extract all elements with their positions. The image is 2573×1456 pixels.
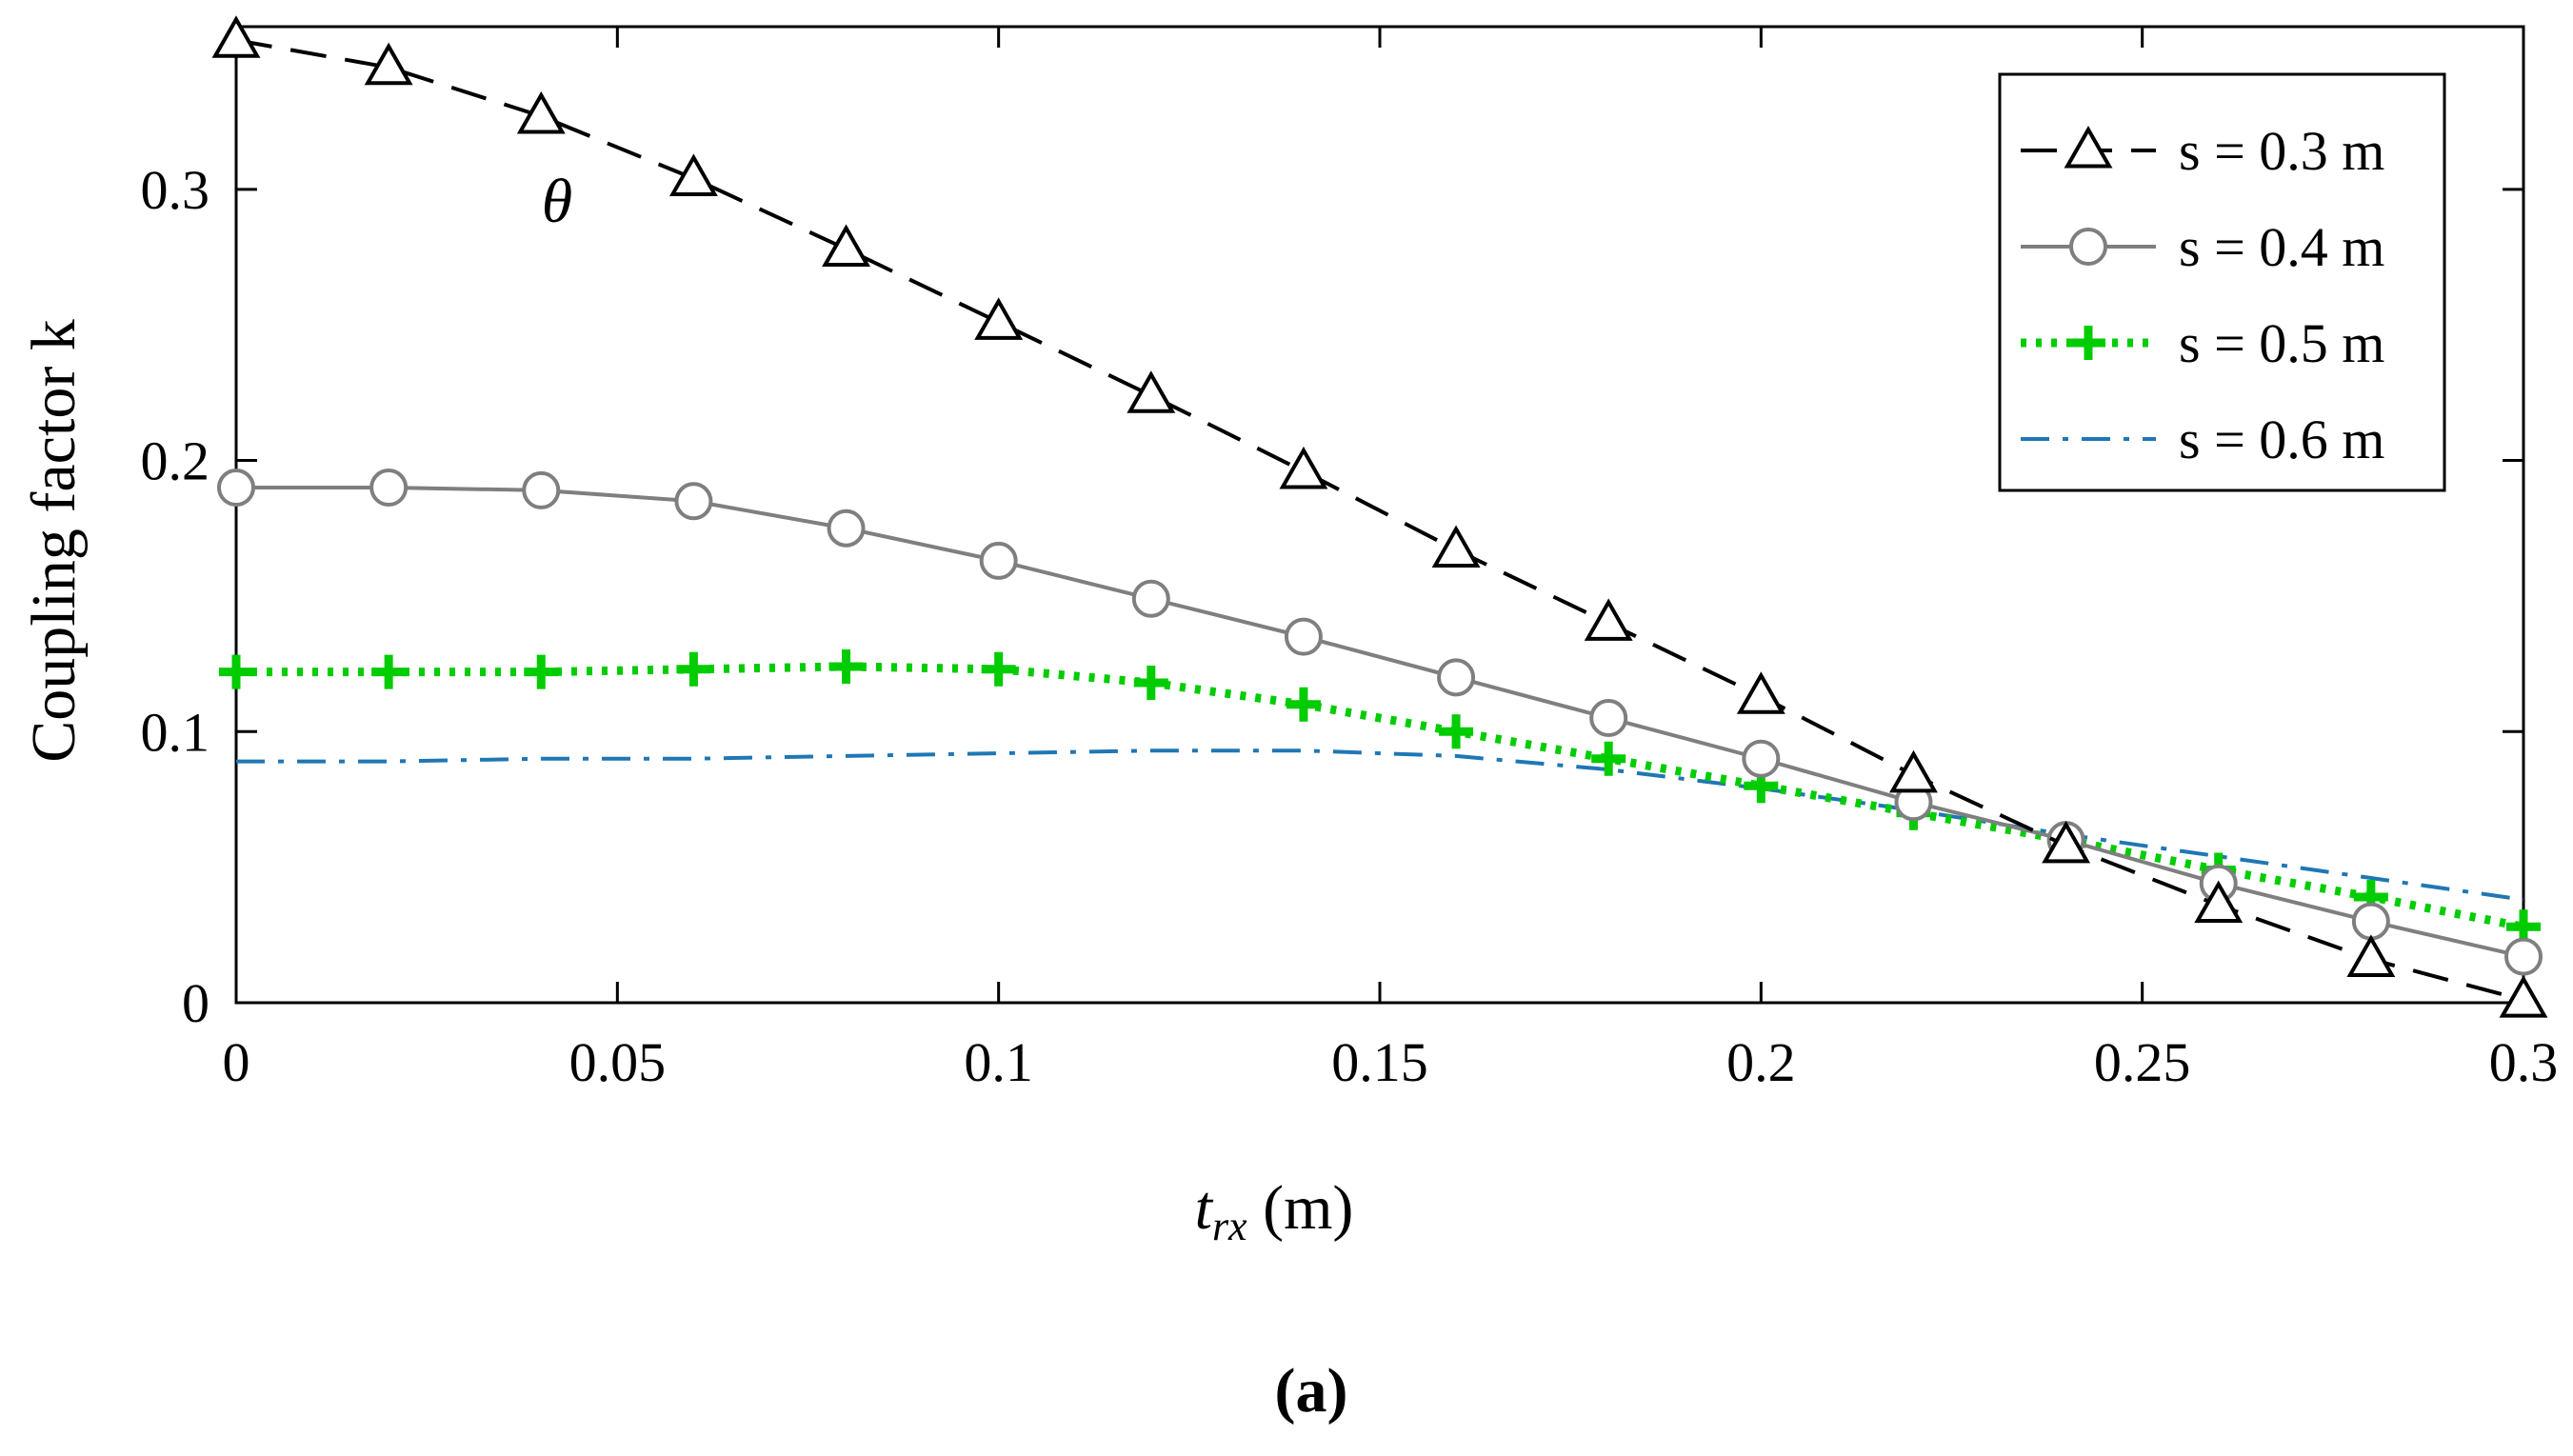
legend-entry: s = 0.5 m xyxy=(2021,312,2384,374)
data-point xyxy=(1439,714,1474,749)
x-tick-label: 0.3 xyxy=(2489,1031,2559,1093)
legend-label: s = 0.4 m xyxy=(2179,216,2384,278)
y-tick-label: 0 xyxy=(182,972,209,1034)
legend-marker xyxy=(2071,326,2105,360)
x-tick-label: 0 xyxy=(223,1031,250,1093)
data-point xyxy=(524,654,559,689)
data-point xyxy=(1589,699,1628,738)
data-point xyxy=(979,541,1018,580)
data-point xyxy=(674,482,713,521)
x-axis-title-main: t xyxy=(1195,1173,1214,1243)
x-axis-title-subscript: rx xyxy=(1212,1203,1247,1249)
y-tick-label: 0.1 xyxy=(141,701,210,763)
x-axis-title: trx (m) xyxy=(1195,1173,1354,1249)
data-point xyxy=(828,648,864,684)
series-4 xyxy=(236,748,2524,902)
data-point xyxy=(1127,370,1176,413)
data-point xyxy=(822,224,870,267)
theta-annotation: θ xyxy=(542,167,572,236)
x-tick-label: 0.1 xyxy=(964,1031,1033,1093)
legend-label: s = 0.6 m xyxy=(2179,409,2384,470)
data-point xyxy=(369,469,409,508)
data-point xyxy=(1742,739,1781,778)
legend-marker xyxy=(2069,228,2107,266)
y-tick-label: 0.2 xyxy=(141,430,210,492)
data-point xyxy=(1584,598,1633,641)
legend-entry: s = 0.3 m xyxy=(2021,120,2384,182)
legend-box xyxy=(1998,72,2446,492)
x-tick-label: 0.05 xyxy=(569,1031,667,1093)
x-tick-label: 0.15 xyxy=(1331,1031,1428,1093)
data-point xyxy=(981,651,1016,687)
data-point xyxy=(676,651,711,687)
data-point xyxy=(974,297,1024,340)
data-point xyxy=(827,509,866,548)
legend-entry: s = 0.6 m xyxy=(2021,409,2384,470)
legend-entry: s = 0.4 m xyxy=(2021,216,2384,278)
y-axis-title: Coupling factor k xyxy=(19,319,89,763)
data-point xyxy=(1736,671,1785,714)
legend: s = 0.3 m s = 0.4 m s = 0.5 m s = 0.6 m xyxy=(1998,72,2446,492)
data-point xyxy=(1133,666,1168,701)
data-point xyxy=(2504,937,2543,976)
data-point xyxy=(2351,902,2390,941)
data-point xyxy=(2194,880,2244,923)
data-point xyxy=(1284,617,1323,656)
series-2 xyxy=(217,469,2543,976)
data-point xyxy=(522,470,561,509)
x-axis-title-unit: (m) xyxy=(1247,1173,1354,1243)
data-point xyxy=(2499,975,2548,1018)
series-3 xyxy=(219,648,2541,945)
legend-marker xyxy=(2064,125,2113,169)
x-axis-ticks: 0 0.05 0.1 0.15 0.2 0.25 0.3 xyxy=(223,27,2559,1093)
x-tick-label: 0.2 xyxy=(1726,1031,1796,1093)
y-axis-ticks: 0 0.1 0.2 0.3 xyxy=(141,159,2523,1034)
legend-label: s = 0.5 m xyxy=(2179,312,2384,374)
data-point xyxy=(2346,934,2396,977)
series-line xyxy=(236,486,2524,959)
data-point xyxy=(1431,525,1481,568)
series-line xyxy=(236,748,2524,902)
y-tick-label: 0.3 xyxy=(141,159,210,221)
legend-items: s = 0.3 m s = 0.4 m s = 0.5 m s = 0.6 m xyxy=(2021,120,2384,470)
data-point xyxy=(668,153,718,196)
plot-area: 0 0.05 0.1 0.15 0.2 0.25 0.3 0 0.1 0.2 0.3 xyxy=(141,15,2559,1093)
data-point xyxy=(1131,579,1170,618)
data-point xyxy=(516,90,566,134)
x-tick-label: 0.25 xyxy=(2094,1031,2191,1093)
data-point xyxy=(371,654,407,689)
legend-label: s = 0.3 m xyxy=(2179,120,2384,182)
data-point xyxy=(1279,446,1328,489)
data-point xyxy=(364,42,413,86)
data-point xyxy=(1889,749,1938,793)
panel-label: (a) xyxy=(1275,1356,1348,1426)
data-point xyxy=(1286,687,1321,722)
data-point xyxy=(217,469,255,508)
data-point xyxy=(211,15,261,58)
data-point xyxy=(2042,820,2091,864)
series-line xyxy=(236,662,2524,931)
series-layer xyxy=(211,15,2548,1018)
data-point xyxy=(1591,741,1626,776)
data-point xyxy=(219,654,253,689)
data-point xyxy=(1437,658,1476,697)
series-1 xyxy=(211,15,2548,1018)
series-line xyxy=(235,38,2524,1003)
